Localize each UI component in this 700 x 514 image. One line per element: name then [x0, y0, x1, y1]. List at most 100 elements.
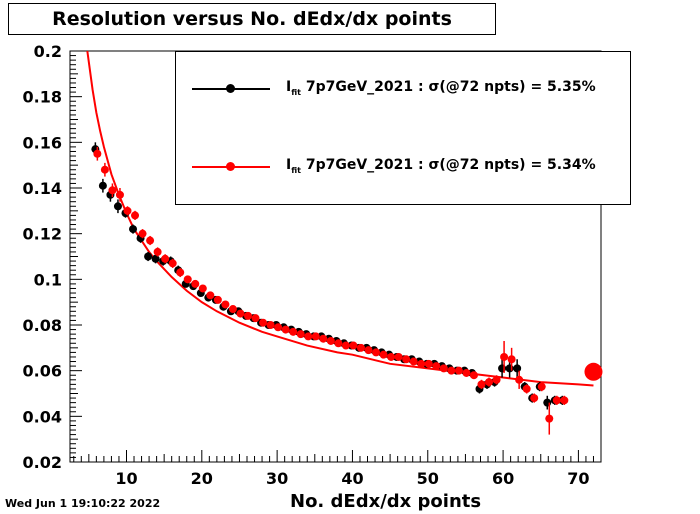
- x-tick-label: 60: [492, 469, 514, 488]
- data-point-red: [296, 330, 305, 339]
- data-point-red: [326, 336, 335, 345]
- data-point-black: [129, 225, 138, 234]
- data-point-red: [304, 332, 313, 341]
- data-point-red: [289, 327, 298, 336]
- data-point-black: [513, 364, 522, 373]
- data-point-red: [259, 318, 268, 327]
- legend-marker-black: [226, 84, 235, 93]
- data-point-red: [439, 364, 448, 373]
- data-point-red: [168, 259, 177, 268]
- y-tick-label: 0.16: [23, 133, 62, 152]
- data-point-red: [492, 375, 501, 384]
- data-point-black: [151, 254, 160, 263]
- data-point-red: [462, 368, 471, 377]
- legend-entry-red: Ifit 7p7GeV_2021 : σ(@72 npts) = 5.34%: [176, 152, 630, 182]
- x-tick-label: 70: [567, 469, 589, 488]
- legend-label-red: Ifit 7p7GeV_2021 : σ(@72 npts) = 5.34%: [286, 157, 596, 175]
- legend-entry-black: Ifit 7p7GeV_2021 : σ(@72 npts) = 5.35%: [176, 74, 630, 104]
- data-point-red: [244, 311, 252, 320]
- data-point-red: [251, 314, 260, 323]
- data-point-red: [131, 211, 140, 220]
- data-point-red: [394, 352, 403, 361]
- legend-marker-red: [226, 162, 235, 171]
- x-axis-ticks: 10 20 30 40 50 60 70: [73, 450, 602, 488]
- data-point-red: [530, 394, 539, 403]
- data-point-red: [469, 371, 478, 380]
- data-point-red: [507, 355, 516, 364]
- data-point-black: [113, 202, 122, 211]
- data-point-red: [334, 339, 343, 348]
- data-point-red: [281, 325, 290, 334]
- y-axis-ticks: 0.02 0.04 0.06 0.08 0.1 0.12 0.14 0.16 0.18 0.2: [23, 42, 82, 472]
- y-tick-label: 0.08: [23, 316, 62, 335]
- data-point-black: [144, 252, 153, 261]
- x-tick-label: 20: [191, 469, 213, 488]
- y-tick-label: 0.12: [23, 225, 62, 244]
- y-tick-label: 0.02: [23, 453, 62, 472]
- data-point-red: [349, 341, 358, 350]
- data-point-red: [447, 366, 456, 375]
- data-point-black: [98, 181, 107, 190]
- data-point-red: [153, 247, 162, 256]
- data-point-red: [341, 341, 350, 350]
- data-point-red: [206, 291, 215, 300]
- data-point-red: [213, 295, 222, 304]
- data-point-red: [424, 359, 433, 368]
- legend: Ifit 7p7GeV_2021 : σ(@72 npts) = 5.35% I…: [175, 51, 631, 205]
- data-point-red: [198, 284, 207, 293]
- y-tick-label: 0.2: [34, 42, 62, 61]
- data-point-red: [477, 380, 486, 389]
- x-tick-label: 30: [266, 469, 288, 488]
- data-point-red: [515, 375, 524, 384]
- data-point-red: [93, 149, 102, 158]
- data-point-red: [161, 254, 170, 263]
- data-point-red: [176, 268, 185, 277]
- data-point-red: [221, 300, 230, 309]
- data-point-red: [108, 186, 117, 195]
- data-point-red: [146, 236, 155, 245]
- data-point-red: [138, 229, 147, 238]
- data-point-red: [552, 396, 561, 405]
- data-point-red: [402, 355, 411, 364]
- data-point-red: [454, 366, 463, 375]
- y-tick-label: 0.04: [23, 407, 62, 426]
- data-points-group: [91, 142, 603, 435]
- chart-title: Resolution versus No. dEdx/dx points: [8, 3, 496, 35]
- data-point-red: [100, 165, 109, 174]
- data-point-red: [500, 352, 509, 361]
- data-point-red: [432, 362, 441, 371]
- y-tick-label: 0.1: [34, 270, 62, 289]
- reference-point: [584, 362, 603, 381]
- data-point-red: [522, 384, 531, 393]
- data-point-red: [123, 206, 132, 215]
- data-point-red: [379, 350, 388, 359]
- data-point-red: [356, 343, 365, 352]
- data-point-red: [191, 279, 200, 288]
- data-point-red: [274, 323, 283, 332]
- data-point-red: [183, 275, 192, 284]
- y-tick-label: 0.18: [23, 88, 62, 107]
- data-point-red: [311, 332, 320, 341]
- data-point-red: [417, 359, 426, 368]
- data-point-red: [372, 348, 381, 357]
- legend-label-black: Ifit 7p7GeV_2021 : σ(@72 npts) = 5.35%: [286, 79, 596, 97]
- data-point-red: [387, 352, 396, 361]
- data-point-red: [115, 190, 124, 199]
- data-point-red: [236, 309, 245, 318]
- x-axis-label: No. dEdx/dx points: [290, 491, 482, 512]
- data-point-black: [543, 398, 552, 407]
- x-tick-label: 40: [341, 469, 363, 488]
- data-point-black: [505, 364, 514, 373]
- data-point-red: [364, 346, 373, 355]
- y-tick-label: 0.06: [23, 362, 62, 381]
- data-point-red: [485, 378, 494, 387]
- x-tick-label: 50: [417, 469, 439, 488]
- timestamp: Wed Jun 1 19:10:22 2022: [5, 497, 161, 510]
- data-point-black: [498, 364, 507, 373]
- x-tick-label: 10: [115, 469, 137, 488]
- data-point-red: [560, 396, 569, 405]
- data-point-red: [409, 357, 418, 366]
- data-point-red: [545, 414, 554, 423]
- data-point-red: [266, 321, 275, 329]
